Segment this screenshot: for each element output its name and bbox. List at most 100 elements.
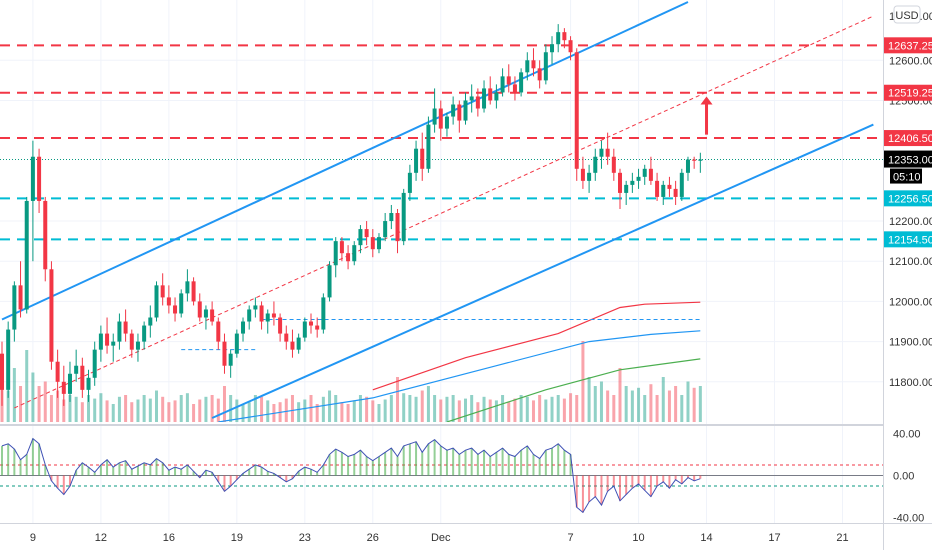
volume-bar bbox=[383, 399, 387, 422]
last-price-tag bbox=[884, 150, 932, 168]
volume-series bbox=[0, 341, 702, 422]
indicator-tick-label: 0.00 bbox=[893, 471, 914, 483]
candle-body bbox=[197, 301, 202, 318]
volume-bar bbox=[531, 400, 535, 422]
volume-bar bbox=[229, 395, 233, 422]
volume-bar bbox=[612, 395, 616, 422]
volume-bar bbox=[173, 400, 177, 422]
volume-bar bbox=[525, 396, 529, 422]
volume-bar bbox=[328, 390, 332, 422]
volume-bar bbox=[451, 395, 455, 422]
indicator-tick-label: -40.00 bbox=[893, 513, 924, 525]
candle-body bbox=[284, 333, 289, 342]
candle-body bbox=[259, 305, 264, 322]
candle-body bbox=[327, 265, 332, 298]
volume-bar bbox=[538, 395, 542, 422]
volume-bar bbox=[637, 387, 641, 422]
last-price-label: 12353.00 bbox=[888, 155, 932, 167]
time-tick-label: 7 bbox=[567, 532, 573, 544]
candle-body bbox=[494, 92, 499, 101]
candle-body bbox=[346, 253, 351, 262]
volume-bar bbox=[464, 398, 467, 422]
candle-body bbox=[358, 229, 363, 246]
candle-body bbox=[426, 124, 431, 169]
candle-body bbox=[37, 156, 42, 201]
candle-body bbox=[451, 104, 456, 117]
level-tag-label: 12519.25 bbox=[888, 88, 932, 100]
volume-bar bbox=[544, 399, 548, 422]
volume-bar bbox=[698, 386, 702, 422]
candle-body bbox=[580, 168, 585, 181]
candle-body bbox=[420, 148, 425, 169]
candle-body bbox=[92, 349, 97, 378]
candle-body bbox=[648, 168, 653, 181]
volume-bar bbox=[290, 395, 294, 422]
volume-bar bbox=[507, 402, 511, 422]
volume-bar bbox=[389, 395, 393, 422]
volume-bar bbox=[593, 386, 597, 422]
candle-body bbox=[543, 52, 548, 81]
candle-body bbox=[302, 321, 307, 338]
candle-body bbox=[661, 184, 666, 197]
volume-bar bbox=[117, 396, 121, 422]
candle-body bbox=[111, 341, 116, 346]
time-tick-label: 26 bbox=[367, 532, 379, 544]
candle-body bbox=[43, 200, 48, 270]
volume-bar bbox=[68, 395, 72, 422]
volume-bar bbox=[426, 386, 430, 422]
volume-bar bbox=[19, 386, 23, 422]
volume-bar bbox=[445, 396, 449, 422]
countdown-label: 05:10 bbox=[893, 172, 921, 184]
volume-bar bbox=[575, 395, 579, 422]
candle-body bbox=[531, 60, 536, 69]
candle-body bbox=[414, 148, 419, 173]
volume-bar bbox=[222, 386, 226, 422]
candle-body bbox=[500, 76, 505, 93]
volume-bar bbox=[358, 395, 362, 422]
volume-bar bbox=[241, 404, 245, 422]
volume-bar bbox=[661, 377, 665, 422]
volume-bar bbox=[136, 399, 140, 422]
candle-series bbox=[0, 24, 703, 406]
candle-body bbox=[562, 32, 567, 41]
volume-bar bbox=[235, 399, 239, 422]
volume-bar bbox=[56, 390, 60, 422]
volume-bar bbox=[297, 402, 301, 422]
candle-body bbox=[216, 321, 221, 342]
channel-lower[interactable] bbox=[211, 123, 874, 419]
candle-body bbox=[117, 321, 122, 342]
candle-body bbox=[49, 269, 54, 362]
candle-body bbox=[685, 159, 690, 173]
candle-body bbox=[315, 325, 320, 330]
volume-bar bbox=[655, 395, 659, 422]
time-tick-label: 19 bbox=[231, 532, 243, 544]
osc-line bbox=[1, 437, 701, 514]
candle-body bbox=[352, 245, 357, 262]
level-tag bbox=[884, 130, 932, 147]
candle-body bbox=[655, 180, 660, 197]
candle-body bbox=[253, 305, 258, 310]
arrow-head-icon bbox=[700, 96, 713, 105]
candle-body bbox=[265, 313, 270, 322]
candle-body bbox=[488, 88, 493, 101]
candle-body bbox=[222, 341, 227, 366]
time-tick-label: Dec bbox=[431, 532, 451, 544]
volume-bar bbox=[216, 398, 220, 422]
candle-body bbox=[457, 104, 462, 121]
candle-body bbox=[55, 361, 60, 382]
candle-body bbox=[407, 172, 412, 193]
volume-bar bbox=[624, 386, 628, 422]
candle-body bbox=[24, 200, 29, 310]
channel-upper[interactable] bbox=[1, 1, 689, 321]
volume-bar bbox=[674, 386, 678, 422]
channel-mid[interactable] bbox=[14, 15, 874, 409]
volume-bar bbox=[396, 377, 400, 422]
time-tick-label: 9 bbox=[30, 532, 36, 544]
volume-bar bbox=[408, 395, 412, 422]
indicator-axis-panel bbox=[884, 427, 932, 523]
volume-bar bbox=[93, 398, 97, 422]
volume-bar bbox=[365, 396, 369, 422]
candle-body bbox=[673, 188, 678, 197]
currency-button[interactable] bbox=[893, 5, 921, 24]
